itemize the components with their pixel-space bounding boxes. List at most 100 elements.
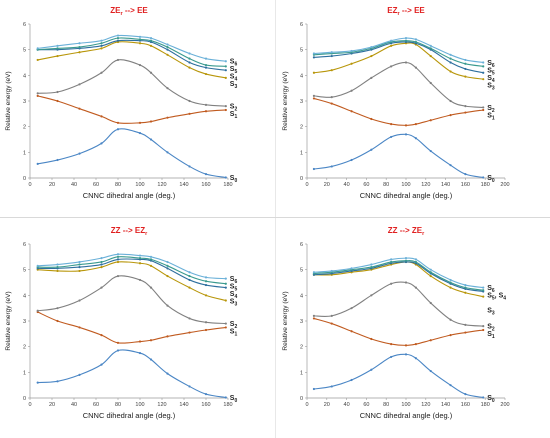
chart-title-main: ZZ --> ZE xyxy=(388,226,423,235)
data-point-s6 xyxy=(100,39,103,42)
data-point-s2 xyxy=(330,96,333,99)
x-tick-label: 160 xyxy=(461,402,470,408)
data-point-s0 xyxy=(482,396,485,399)
data-point-s4 xyxy=(166,267,169,270)
x-tick-label: 140 xyxy=(179,182,188,188)
data-point-s5 xyxy=(116,255,120,258)
y-axis-label: Relative energy (eV) xyxy=(5,71,12,130)
series-label-s0: S0 xyxy=(230,395,238,404)
series-label-sub: 0 xyxy=(234,178,237,184)
data-point-s0 xyxy=(449,164,452,167)
data-point-s2 xyxy=(482,106,485,109)
series-label-sub: 6 xyxy=(492,63,495,69)
series-label-letter: S xyxy=(230,329,235,336)
data-point-s4 xyxy=(204,283,208,287)
series-label-sub: 0 xyxy=(492,398,495,404)
data-point-s2 xyxy=(188,99,191,103)
series-label-sub: 5 xyxy=(492,71,495,77)
data-point-s5 xyxy=(464,62,467,65)
series-label-s6: S6 xyxy=(230,59,238,68)
y-tick-label: 5 xyxy=(300,48,303,54)
data-point-s6 xyxy=(350,49,353,53)
data-point-s0 xyxy=(204,173,208,176)
data-point-s5 xyxy=(482,65,485,68)
data-point-s3 xyxy=(138,42,142,45)
series-s4 xyxy=(36,39,227,72)
y-tick-label: 0 xyxy=(23,176,26,182)
x-axis-label: CNNC dihedral angle (deg.) xyxy=(83,411,176,420)
y-tick-label: 0 xyxy=(23,396,26,402)
data-point-s2 xyxy=(204,103,208,106)
data-point-s6 xyxy=(414,38,417,41)
series-s0 xyxy=(312,353,485,399)
data-point-s4 xyxy=(78,266,81,269)
data-point-s1 xyxy=(370,337,373,341)
series-label-letter: S xyxy=(230,66,235,73)
series-label-s1: S1 xyxy=(487,331,495,340)
x-tick-label: 0 xyxy=(28,182,31,188)
data-point-s6 xyxy=(56,263,59,266)
data-point-s6 xyxy=(188,271,191,274)
data-point-s5 xyxy=(414,260,417,264)
data-point-s2 xyxy=(404,281,408,284)
data-point-s1 xyxy=(166,116,169,119)
horizontal-divider xyxy=(0,217,550,218)
data-point-s3 xyxy=(449,286,452,289)
series-label-letter: S xyxy=(487,293,492,300)
data-point-s4 xyxy=(330,54,333,58)
data-point-s5 xyxy=(116,37,120,40)
data-point-s1 xyxy=(449,114,452,117)
data-point-s3 xyxy=(429,54,432,58)
data-point-s1 xyxy=(312,97,316,100)
data-point-s2 xyxy=(166,87,169,90)
series-label-letter: S xyxy=(230,291,235,298)
data-point-s5 xyxy=(404,39,408,42)
x-tick-label: 20 xyxy=(49,182,55,188)
series-label-s6: S6 xyxy=(230,276,238,285)
series-label-sub: 0 xyxy=(492,178,495,184)
x-tick-label: 60 xyxy=(93,402,99,408)
data-point-s1 xyxy=(100,115,103,118)
data-point-s5 xyxy=(390,260,393,264)
chart-title-main: EZ xyxy=(387,6,397,15)
y-tick-label: 3 xyxy=(23,319,26,325)
data-point-s6 xyxy=(138,254,142,257)
series-label-sub: 3 xyxy=(492,86,495,92)
data-point-s0 xyxy=(404,133,408,136)
y-tick-label: 5 xyxy=(300,268,303,274)
data-point-s1 xyxy=(36,94,39,97)
data-point-s0 xyxy=(166,372,169,375)
data-point-s1 xyxy=(224,326,227,329)
data-point-s2 xyxy=(100,71,103,74)
data-point-s1 xyxy=(464,111,467,114)
data-point-s6 xyxy=(429,268,432,271)
data-point-s0 xyxy=(464,173,467,176)
chart-title: EZr --> EE xyxy=(387,6,425,17)
data-point-s2 xyxy=(449,99,452,103)
data-point-s1 xyxy=(188,112,191,115)
x-tick-label: 0 xyxy=(28,402,31,408)
data-point-s3 xyxy=(224,299,227,302)
data-point-s1 xyxy=(464,331,467,334)
data-point-s0 xyxy=(390,355,393,359)
data-point-s3 xyxy=(350,62,353,65)
data-point-s4 xyxy=(449,61,452,64)
series-label-letter: S xyxy=(230,175,235,182)
data-point-s3 xyxy=(482,78,485,81)
data-point-s6 xyxy=(100,257,103,260)
series-s6 xyxy=(312,257,485,289)
series-s3 xyxy=(312,42,485,81)
data-point-s3 xyxy=(116,260,120,264)
data-point-s6 xyxy=(166,43,169,46)
data-point-s2 xyxy=(449,318,452,321)
data-point-s6 xyxy=(312,52,316,55)
data-point-s0 xyxy=(312,387,316,391)
x-tick-label: 200 xyxy=(500,182,509,188)
y-tick-label: 1 xyxy=(300,150,303,156)
series-s3 xyxy=(312,260,485,298)
data-point-s0 xyxy=(116,128,120,131)
data-point-s0 xyxy=(312,167,316,171)
chart-title-sub: r xyxy=(145,231,148,237)
series-s6 xyxy=(36,253,227,280)
